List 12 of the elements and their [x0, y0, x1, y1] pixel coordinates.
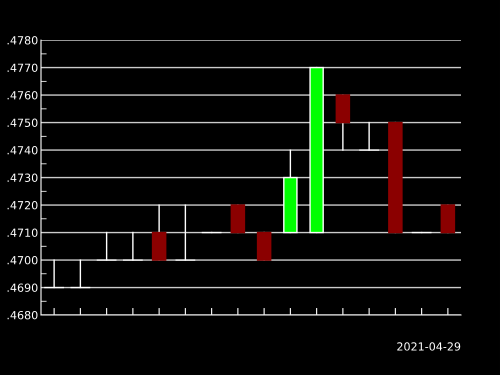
y-tick-label: .4760 [8, 91, 38, 100]
y-tick-label: .4750 [8, 118, 38, 127]
y-tick-label: .4680 [8, 310, 38, 320]
x-axis-title: 2021-04-29 [397, 342, 460, 351]
y-tick-label: .4710 [8, 228, 38, 237]
y-tick-label: .4720 [8, 201, 38, 210]
y-tick-label: .4740 [8, 146, 38, 154]
y-tick-label: .4730 [8, 174, 38, 182]
y-tick-label: .4700 [8, 256, 38, 264]
y-tick-label: .4690 [8, 283, 38, 292]
y-tick-label: .4780 [8, 36, 38, 45]
y-tick-label: .4770 [8, 64, 38, 72]
